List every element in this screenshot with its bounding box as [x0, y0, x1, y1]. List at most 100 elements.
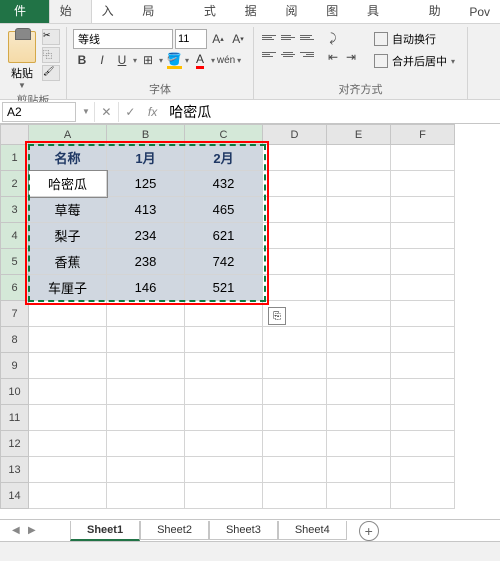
font-size-select[interactable]	[175, 29, 207, 49]
cell[interactable]	[107, 353, 185, 379]
cell[interactable]	[29, 301, 107, 327]
cell[interactable]	[29, 353, 107, 379]
select-all-corner[interactable]	[1, 125, 29, 145]
col-header[interactable]: D	[263, 125, 327, 145]
fx-icon[interactable]: fx	[142, 105, 163, 119]
cell[interactable]	[391, 483, 455, 509]
cell[interactable]	[327, 197, 391, 223]
cell[interactable]	[107, 379, 185, 405]
decrease-indent-button[interactable]: ⇤	[324, 48, 342, 66]
cell[interactable]	[263, 275, 327, 301]
paste-button[interactable]: 粘贴 ▼	[6, 29, 38, 92]
cell[interactable]	[327, 171, 391, 197]
row-header[interactable]: 1	[1, 145, 29, 171]
cell[interactable]: 名称	[29, 145, 107, 171]
cell[interactable]	[327, 301, 391, 327]
cell[interactable]	[327, 457, 391, 483]
align-middle-button[interactable]	[279, 29, 297, 45]
orientation-button[interactable]: ⤸	[324, 29, 342, 47]
wrap-text-button[interactable]: 自动换行	[368, 29, 461, 49]
row-header[interactable]: 5	[1, 249, 29, 275]
cell[interactable]	[185, 301, 263, 327]
tab-review[interactable]: 审阅	[275, 0, 316, 23]
col-header[interactable]: F	[391, 125, 455, 145]
row-header[interactable]: 8	[1, 327, 29, 353]
fill-color-button[interactable]: 🪣	[165, 51, 183, 69]
name-box[interactable]	[2, 102, 76, 122]
font-color-button[interactable]: A	[191, 51, 209, 69]
cell[interactable]	[107, 431, 185, 457]
align-top-button[interactable]	[260, 29, 278, 45]
cell[interactable]	[185, 483, 263, 509]
increase-indent-button[interactable]: ⇥	[342, 48, 360, 66]
sheet-nav-next[interactable]: ▶	[28, 525, 40, 536]
cell[interactable]	[185, 353, 263, 379]
increase-font-button[interactable]: A▴	[209, 30, 227, 48]
cell[interactable]	[391, 457, 455, 483]
col-header[interactable]: A	[29, 125, 107, 145]
cell[interactable]	[29, 379, 107, 405]
tab-file[interactable]: 文件	[0, 0, 49, 23]
cell[interactable]	[391, 405, 455, 431]
cell[interactable]	[263, 431, 327, 457]
cell[interactable]: 125	[107, 171, 185, 197]
row-header[interactable]: 4	[1, 223, 29, 249]
cell[interactable]	[107, 405, 185, 431]
format-painter-button[interactable]: 🖌	[42, 65, 60, 81]
cell[interactable]: 621	[185, 223, 263, 249]
cell[interactable]	[327, 353, 391, 379]
cell[interactable]	[29, 405, 107, 431]
cell[interactable]: 238	[107, 249, 185, 275]
cell[interactable]	[391, 223, 455, 249]
cell[interactable]	[263, 353, 327, 379]
cell[interactable]	[107, 457, 185, 483]
cell[interactable]	[391, 301, 455, 327]
tab-view[interactable]: 视图	[316, 0, 357, 23]
cell[interactable]	[29, 457, 107, 483]
col-header[interactable]: C	[185, 125, 263, 145]
row-header[interactable]: 13	[1, 457, 29, 483]
row-header[interactable]: 6	[1, 275, 29, 301]
underline-button[interactable]: U	[113, 51, 131, 69]
cell[interactable]: 465	[185, 197, 263, 223]
cell[interactable]	[29, 327, 107, 353]
cell[interactable]	[263, 327, 327, 353]
cell[interactable]	[263, 457, 327, 483]
row-header[interactable]: 7	[1, 301, 29, 327]
col-header[interactable]: E	[327, 125, 391, 145]
sheet-nav-prev[interactable]: ◀	[12, 525, 24, 536]
cell[interactable]: 车厘子	[29, 275, 107, 301]
cell[interactable]	[263, 405, 327, 431]
worksheet-grid[interactable]: A B C D E F 1 名称 1月 2月 2 哈密瓜 125 432 3 草…	[0, 124, 455, 509]
cell[interactable]: 1月	[107, 145, 185, 171]
cell[interactable]	[29, 431, 107, 457]
cell[interactable]	[391, 327, 455, 353]
border-button[interactable]: ⊞	[139, 51, 157, 69]
tab-pov[interactable]: Pov	[459, 1, 500, 23]
tab-formulas[interactable]: 公式	[194, 0, 235, 23]
paste-options-button[interactable]: ⎘	[268, 307, 286, 325]
cell[interactable]	[263, 379, 327, 405]
cell[interactable]	[263, 223, 327, 249]
sheet-tab[interactable]: Sheet2	[140, 521, 209, 540]
cell[interactable]	[391, 249, 455, 275]
row-header[interactable]: 14	[1, 483, 29, 509]
cell[interactable]: 234	[107, 223, 185, 249]
cell[interactable]	[185, 431, 263, 457]
row-header[interactable]: 9	[1, 353, 29, 379]
cell[interactable]	[391, 275, 455, 301]
cell[interactable]: 413	[107, 197, 185, 223]
tab-home[interactable]: 开始	[49, 0, 92, 23]
formula-input[interactable]	[163, 102, 500, 122]
cell[interactable]	[185, 379, 263, 405]
cell[interactable]: 2月	[185, 145, 263, 171]
row-header[interactable]: 10	[1, 379, 29, 405]
merge-center-button[interactable]: 合并后居中 ▾	[368, 51, 461, 71]
align-left-button[interactable]	[260, 46, 278, 62]
cell[interactable]	[263, 249, 327, 275]
align-center-button[interactable]	[279, 46, 297, 62]
cell[interactable]	[185, 405, 263, 431]
phonetic-button[interactable]: wén	[217, 51, 235, 69]
tab-data[interactable]: 数据	[235, 0, 276, 23]
cut-button[interactable]: ✂	[42, 29, 60, 45]
